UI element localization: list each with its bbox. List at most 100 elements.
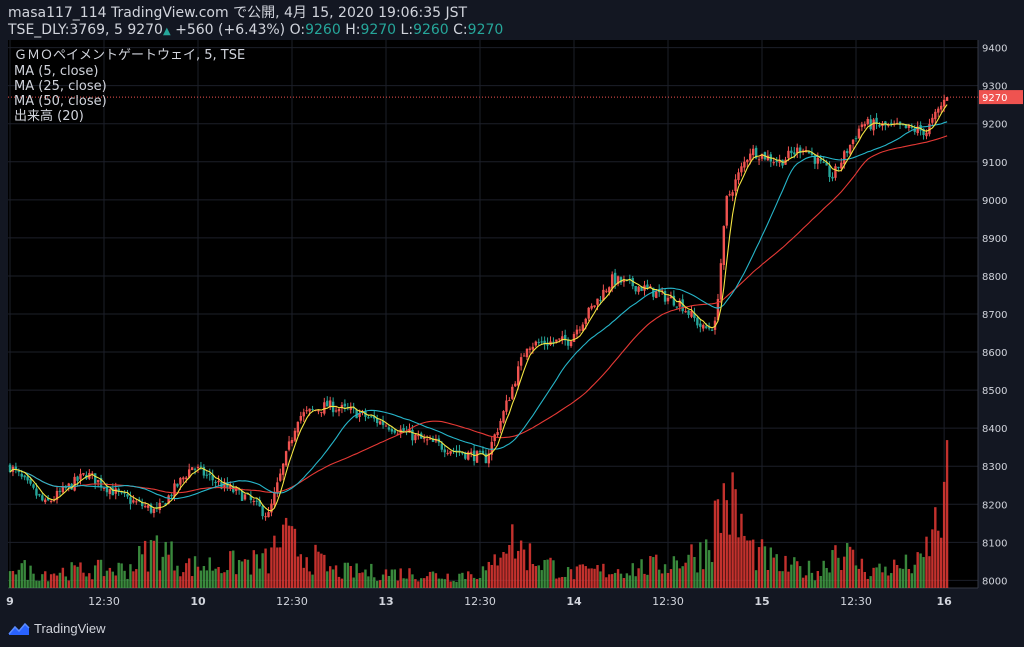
- candle-body: [775, 160, 778, 163]
- volume-bar: [760, 539, 764, 588]
- candle-body: [211, 475, 214, 481]
- legend-ma25[interactable]: MA (25, close): [14, 79, 107, 94]
- candle-body: [135, 501, 138, 503]
- volume-bar: [499, 557, 502, 588]
- candle-body: [449, 451, 452, 454]
- ma5-line: [9, 104, 948, 512]
- volume-bar: [848, 546, 852, 588]
- volume-bar: [484, 570, 488, 588]
- volume-bar: [273, 535, 276, 588]
- series-title[interactable]: ＧＭＯペイメントゲートウェイ, 5, TSE: [14, 48, 246, 63]
- volume-bar: [340, 578, 344, 588]
- volume-bar: [349, 566, 352, 588]
- candle-body: [375, 418, 379, 424]
- volume-bar: [734, 489, 737, 588]
- y-tick-label: 8600: [982, 348, 1007, 359]
- volume-bar: [302, 567, 305, 588]
- candle-body: [328, 400, 332, 408]
- volume-bar: [916, 552, 919, 588]
- volume-bar: [681, 566, 684, 588]
- y-tick-label: 9300: [982, 82, 1007, 93]
- volume-bar: [343, 562, 347, 588]
- candle-body: [281, 463, 285, 475]
- volume-bar: [305, 557, 308, 588]
- candle-body: [373, 416, 376, 419]
- candle-body: [296, 421, 300, 433]
- volume-bar: [393, 569, 397, 588]
- volume-bar: [414, 579, 417, 588]
- candle-body: [20, 473, 23, 477]
- candle-body: [734, 179, 737, 191]
- candle-body: [578, 329, 582, 331]
- candle-body: [355, 409, 358, 419]
- volume-bar: [229, 551, 232, 588]
- volume-bar: [566, 567, 570, 588]
- candle-body: [202, 467, 206, 476]
- volume-bar: [326, 571, 329, 588]
- volume-bar: [749, 540, 752, 588]
- open-label: O:: [289, 22, 306, 38]
- ma25-line: [9, 121, 948, 500]
- volume-bar: [746, 540, 749, 588]
- candle-body: [519, 357, 523, 366]
- candle-body: [249, 495, 253, 500]
- candle-body: [499, 420, 502, 431]
- candle-body: [232, 486, 235, 493]
- candle-body: [937, 108, 940, 113]
- volume-bar: [232, 550, 235, 588]
- candle-body: [478, 451, 482, 453]
- candle-body: [599, 300, 602, 302]
- candle-body: [502, 411, 505, 423]
- volume-bar: [945, 440, 949, 588]
- candle-body: [919, 125, 922, 131]
- candle-body: [625, 279, 629, 281]
- candle-body: [622, 279, 626, 283]
- candle-body: [44, 499, 47, 503]
- candle-body: [434, 440, 438, 442]
- volume-bar: [937, 530, 940, 588]
- legend-ma5[interactable]: MA (5, close): [14, 64, 99, 79]
- volume-bar: [464, 578, 467, 588]
- volume-bar: [584, 566, 587, 588]
- y-tick-label: 9400: [982, 44, 1007, 55]
- volume-bar: [822, 560, 825, 588]
- candle-body: [590, 305, 593, 309]
- volume-bar: [716, 499, 720, 588]
- volume-bar: [525, 570, 529, 588]
- candle-body: [252, 500, 256, 502]
- candle-body: [514, 383, 517, 387]
- volume-bar: [528, 543, 532, 588]
- volume-bar: [455, 581, 458, 588]
- legend-volume[interactable]: 出来高 (20): [14, 109, 84, 124]
- volume-bar: [378, 580, 382, 588]
- candle-body: [352, 407, 355, 409]
- volume-bar: [58, 572, 62, 588]
- candle-body: [425, 439, 429, 441]
- legend-ma50[interactable]: MA (50, close): [14, 94, 107, 109]
- volume-bar: [798, 566, 802, 588]
- candle-body: [516, 366, 520, 386]
- candle-body: [508, 400, 511, 402]
- volume-bar: [223, 572, 226, 588]
- candle-body: [126, 494, 129, 497]
- tradingview-logo[interactable]: TradingView: [8, 621, 106, 636]
- volume-bar: [52, 573, 56, 588]
- volume-bar: [637, 568, 640, 588]
- volume-bar: [32, 573, 35, 588]
- volume-bar: [111, 571, 115, 588]
- candle-body: [358, 413, 361, 417]
- candle-body: [64, 486, 68, 489]
- volume-bar: [323, 554, 326, 588]
- volume-bar: [892, 559, 896, 588]
- volume-bar: [516, 550, 520, 588]
- volume-bar: [461, 572, 464, 588]
- candle-body: [531, 346, 535, 350]
- candle-body: [96, 479, 100, 483]
- candle-body: [525, 348, 529, 358]
- open-value: 9260: [305, 22, 341, 38]
- candle-body: [552, 341, 555, 343]
- volume-bar: [907, 569, 911, 588]
- candle-body: [699, 323, 702, 327]
- y-tick-label: 9000: [982, 196, 1007, 207]
